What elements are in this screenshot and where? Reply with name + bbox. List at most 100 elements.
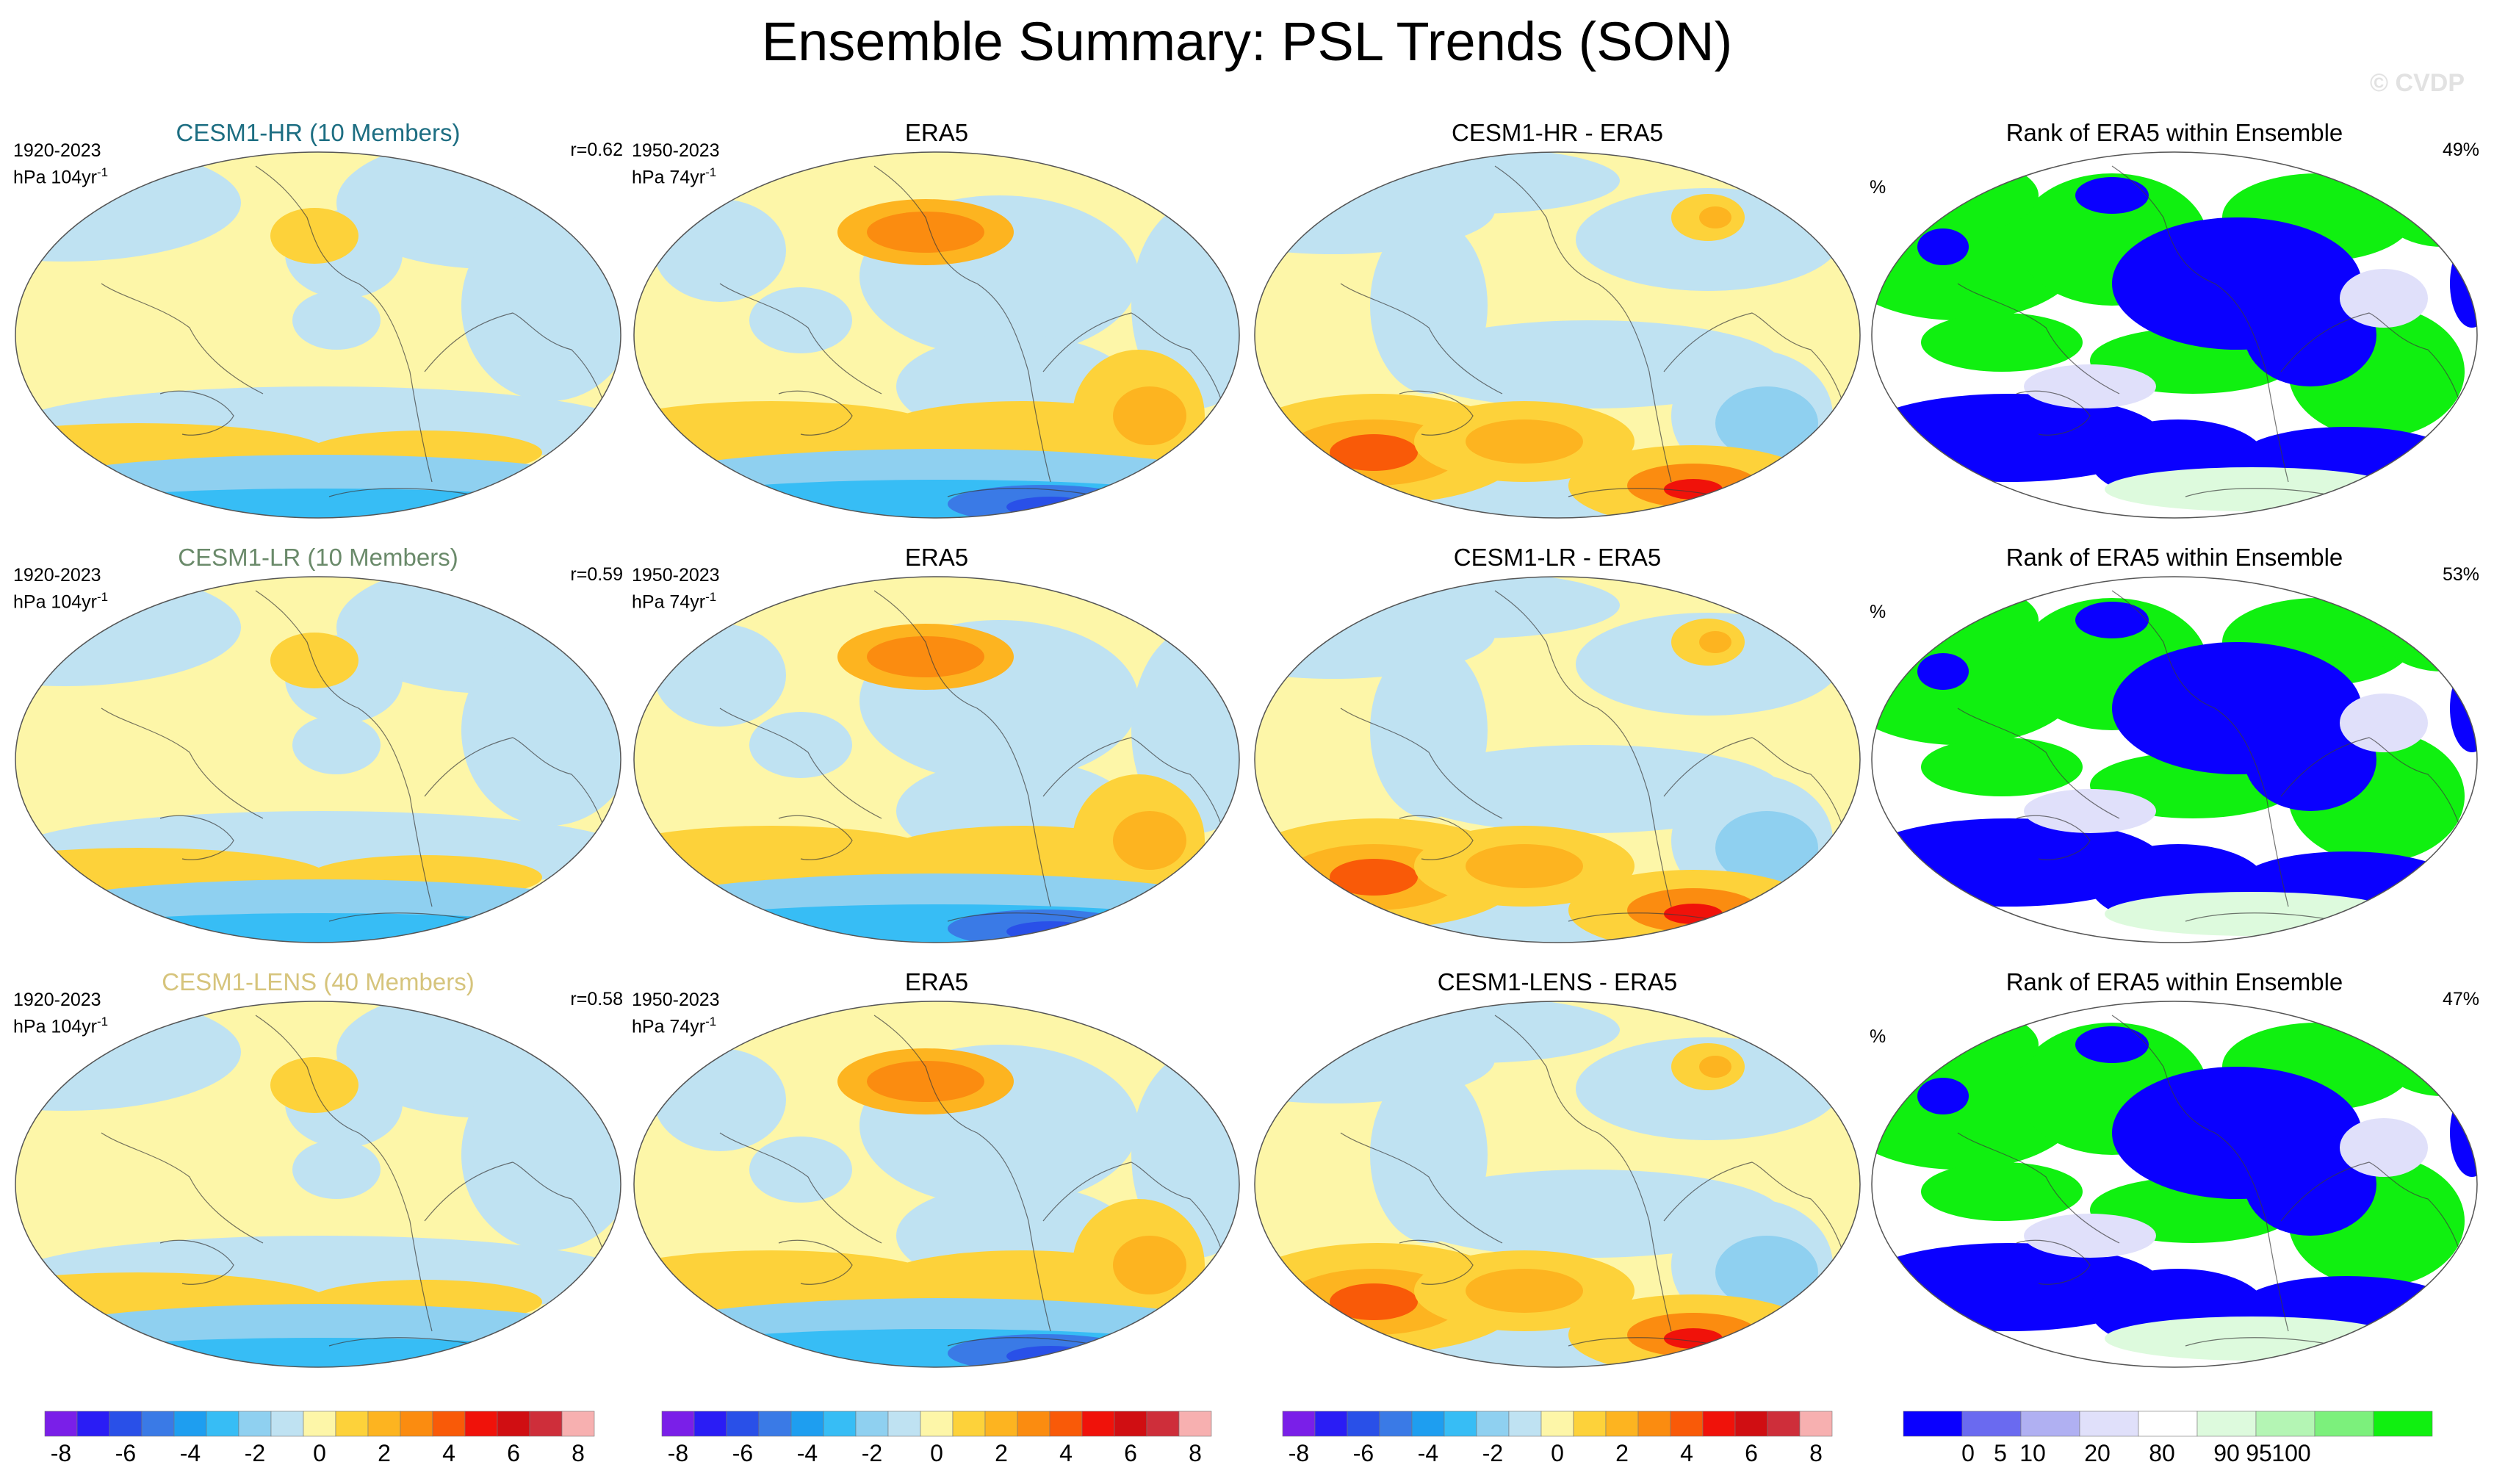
- units-exponent: -1: [705, 1015, 717, 1029]
- colorbar-tick-label: 80: [2149, 1440, 2175, 1466]
- colorbar-box: [1605, 1411, 1639, 1437]
- colorbar-box: [464, 1411, 498, 1437]
- panel-obs-3: ERA5 1950-2023 hPa 74yr-1: [632, 968, 1241, 1368]
- coastline: [1340, 590, 1848, 922]
- panel-title: CESM1-LR (10 Members): [178, 544, 458, 571]
- map-shading: [1466, 419, 1583, 464]
- colorbar-box: [1961, 1411, 2022, 1437]
- colorbar-tick-label: 0: [930, 1440, 943, 1466]
- map-shading: [1699, 206, 1731, 228]
- map-shading: [1113, 386, 1186, 445]
- map-diff-2: [1254, 576, 1861, 943]
- colorbar-box: [1178, 1411, 1212, 1437]
- map-shading: [1370, 1067, 1488, 1243]
- map-shading: [749, 1137, 852, 1203]
- colorbar-tick-label: 8: [572, 1440, 585, 1466]
- coastline: [101, 165, 609, 497]
- panel-title: Rank of ERA5 within Ensemble: [2005, 119, 2343, 146]
- colorbar-tick-label: 8: [1809, 1440, 1823, 1466]
- map-shading: [1006, 497, 1095, 517]
- panel-title: ERA5: [904, 544, 969, 571]
- map-outline: [1871, 1001, 2478, 1368]
- map-diff-1: [1254, 151, 1861, 519]
- colorbar-box: [2373, 1411, 2433, 1437]
- map-shading: [1921, 1162, 2083, 1221]
- map-shading: [1006, 1346, 1095, 1366]
- colorbar-box: [1508, 1411, 1542, 1437]
- rank-unit-label: %: [1870, 177, 1886, 198]
- map-shading: [1113, 1236, 1186, 1294]
- map-shading: [2340, 269, 2428, 328]
- map-shading: [1699, 1056, 1731, 1078]
- colorbar-tick-label: -2: [861, 1440, 883, 1466]
- panel-rank-2: Rank of ERA5 within Ensemble% 53%: [1870, 544, 2479, 943]
- correlation-label: r=0.62: [570, 140, 623, 160]
- main-title: Ensemble Summary: PSL Trends (SON): [761, 11, 1733, 72]
- map-outline: [1871, 151, 2478, 519]
- panel-title: Rank of ERA5 within Ensemble: [2005, 544, 2343, 571]
- map-shading: [292, 716, 381, 774]
- colorbar-box: [1379, 1411, 1413, 1437]
- coastline: [1957, 590, 2465, 922]
- colorbar-tick-label: -6: [732, 1440, 754, 1466]
- map-shading: [1664, 904, 1723, 924]
- colorbar-tick-label: -4: [179, 1440, 201, 1466]
- coastline: [1340, 1015, 1848, 1347]
- map-shading: [749, 287, 852, 353]
- colorbar-tick-label: 4: [1680, 1440, 1693, 1466]
- colorbar-tick-label: 6: [1745, 1440, 1758, 1466]
- colorbar-tick-label: 95: [2246, 1440, 2272, 1466]
- coastline: [719, 1015, 1228, 1347]
- panel-diff-1: CESM1-HR - ERA5: [1253, 119, 1862, 519]
- colorbar-box: [1702, 1411, 1736, 1437]
- map-outline: [1254, 576, 1861, 943]
- colorbar-box: [367, 1411, 401, 1437]
- map-rank-1: [1871, 151, 2478, 519]
- period-label: 1950-2023: [632, 990, 720, 1010]
- colorbar-box: [823, 1411, 857, 1437]
- units-exponent: -1: [96, 165, 109, 179]
- colorbar-box: [206, 1411, 239, 1437]
- map-shading: [1715, 811, 1818, 885]
- colorbar-box: [335, 1411, 369, 1437]
- map-shading: [2105, 467, 2399, 511]
- correlation-label: r=0.58: [570, 989, 623, 1009]
- map-outline: [633, 1001, 1240, 1368]
- map-shading: [654, 1048, 786, 1151]
- colorbar-box: [1146, 1411, 1180, 1437]
- units-label: hPa 74yr-1: [632, 162, 720, 188]
- map-shading: [867, 636, 984, 677]
- map-shading: [270, 208, 358, 264]
- colorbar-boxes: [44, 1411, 595, 1437]
- map-obs-2: [633, 576, 1240, 943]
- colorbar-box: [529, 1411, 563, 1437]
- map-shading: [1006, 921, 1095, 942]
- map-shading: [2075, 1026, 2149, 1063]
- watermark: © CVDP: [2370, 69, 2465, 97]
- panel-rank-3: Rank of ERA5 within Ensemble% 47%: [1870, 968, 2479, 1368]
- map-obs-3: [633, 1001, 1240, 1368]
- map-shading: [867, 1061, 984, 1102]
- colorbar-tick-label: -6: [1352, 1440, 1374, 1466]
- period-label: 1920-2023: [13, 990, 101, 1010]
- map-model-2: [15, 576, 621, 943]
- map-shading: [867, 212, 984, 253]
- map-diff-3: [1254, 1001, 1861, 1368]
- colorbar-box: [661, 1411, 695, 1437]
- colorbar-tick-label: -2: [244, 1440, 266, 1466]
- colorbar-box: [1081, 1411, 1115, 1437]
- colorbar-box: [303, 1411, 336, 1437]
- map-outline: [1254, 1001, 1861, 1368]
- colorbar-box: [141, 1411, 175, 1437]
- rank-unit-label: %: [1870, 1026, 1886, 1047]
- panel-period-units: 1920-2023 hPa 104yr-1: [13, 989, 108, 1037]
- colorbar-box: [270, 1411, 304, 1437]
- map-shading: [2024, 789, 2156, 833]
- colorbar-boxes: [661, 1411, 1212, 1437]
- colorbar-box: [1444, 1411, 1477, 1437]
- panel-diff-3: CESM1-LENS - ERA5: [1253, 968, 1862, 1368]
- colorbar-box: [1476, 1411, 1510, 1437]
- colorbar-tick-label: -6: [115, 1440, 137, 1466]
- period-label: 1920-2023: [13, 565, 101, 586]
- map-outline: [1871, 576, 2478, 943]
